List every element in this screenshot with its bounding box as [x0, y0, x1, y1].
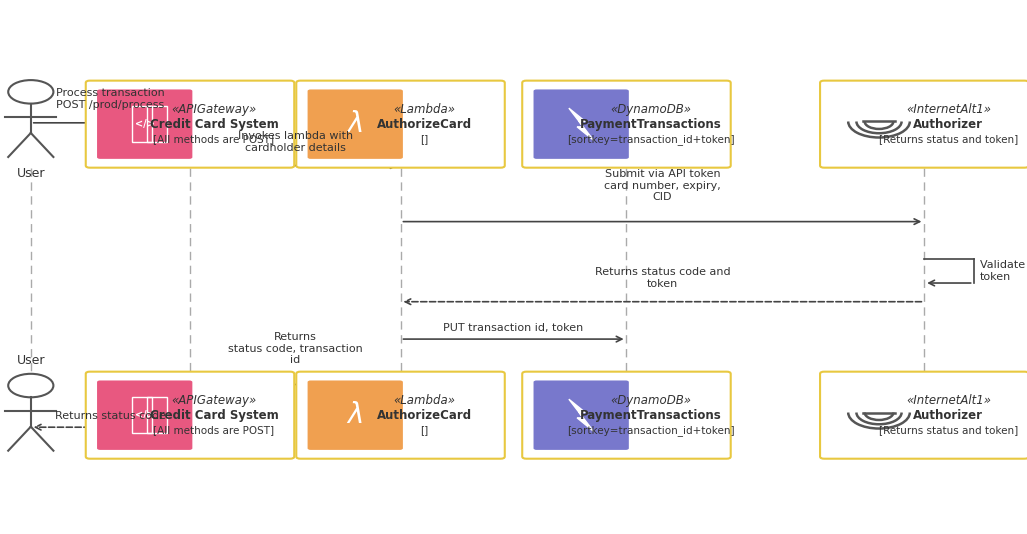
Text: «APIGateway»: «APIGateway» — [172, 394, 257, 407]
Text: []: [] — [420, 134, 428, 144]
Text: Validate and create
token: Validate and create token — [980, 260, 1027, 282]
Text: [sortkey=transaction_id+token]: [sortkey=transaction_id+token] — [567, 425, 734, 436]
FancyBboxPatch shape — [308, 380, 403, 450]
FancyBboxPatch shape — [296, 81, 505, 168]
Text: Invokes lambda with
cardholder details: Invokes lambda with cardholder details — [237, 131, 353, 153]
Text: Authorizer: Authorizer — [913, 409, 983, 422]
FancyBboxPatch shape — [97, 89, 192, 159]
Text: Credit Card System: Credit Card System — [150, 409, 278, 422]
Text: Process transaction
POST /prod/process: Process transaction POST /prod/process — [56, 89, 164, 110]
FancyBboxPatch shape — [97, 380, 192, 450]
Text: User: User — [16, 167, 45, 179]
FancyBboxPatch shape — [820, 81, 1027, 168]
Text: </>: </> — [135, 119, 155, 129]
Text: AuthorizeCard: AuthorizeCard — [377, 117, 472, 131]
Text: User: User — [16, 355, 45, 367]
Bar — [132, 397, 152, 434]
Text: «APIGateway»: «APIGateway» — [172, 103, 257, 116]
Text: [sortkey=transaction_id+token]: [sortkey=transaction_id+token] — [567, 134, 734, 145]
Text: Returns status code and
token: Returns status code and token — [595, 268, 730, 289]
Text: [All methods are POST]: [All methods are POST] — [153, 425, 274, 435]
Text: «Lambda»: «Lambda» — [393, 394, 456, 407]
Text: λ: λ — [347, 110, 364, 138]
Text: Credit Card System: Credit Card System — [150, 117, 278, 131]
FancyBboxPatch shape — [522, 81, 731, 168]
Text: [Returns status and token]: [Returns status and token] — [879, 425, 1018, 435]
Text: [All methods are POST]: [All methods are POST] — [153, 134, 274, 144]
Bar — [148, 397, 167, 434]
Bar — [132, 106, 152, 143]
FancyBboxPatch shape — [85, 372, 295, 459]
FancyBboxPatch shape — [296, 372, 505, 459]
Text: PaymentTransactions: PaymentTransactions — [579, 409, 721, 422]
Text: PUT transaction id, token: PUT transaction id, token — [444, 323, 583, 333]
Polygon shape — [569, 399, 594, 431]
Text: </>: </> — [135, 410, 155, 420]
Text: «DynamoDB»: «DynamoDB» — [610, 394, 691, 407]
FancyBboxPatch shape — [534, 380, 629, 450]
FancyBboxPatch shape — [820, 372, 1027, 459]
FancyBboxPatch shape — [522, 372, 731, 459]
Text: []: [] — [420, 425, 428, 435]
Text: «InternetAlt1»: «InternetAlt1» — [906, 103, 991, 116]
Text: [Returns status and token]: [Returns status and token] — [879, 134, 1018, 144]
FancyBboxPatch shape — [308, 89, 403, 159]
Text: «DynamoDB»: «DynamoDB» — [610, 103, 691, 116]
Text: λ: λ — [347, 401, 364, 429]
Text: «InternetAlt1»: «InternetAlt1» — [906, 394, 991, 407]
Text: PaymentTransactions: PaymentTransactions — [579, 117, 721, 131]
Text: Returns status code: Returns status code — [54, 411, 166, 421]
Bar — [148, 106, 167, 143]
Polygon shape — [569, 108, 594, 140]
Text: Authorizer: Authorizer — [913, 117, 983, 131]
Text: «Lambda»: «Lambda» — [393, 103, 456, 116]
Text: AuthorizeCard: AuthorizeCard — [377, 409, 472, 422]
FancyBboxPatch shape — [534, 89, 629, 159]
Text: Returns
status code, transaction
id: Returns status code, transaction id — [228, 332, 363, 365]
FancyBboxPatch shape — [85, 81, 295, 168]
Text: Submit via API token
card number, expiry,
CID: Submit via API token card number, expiry… — [604, 169, 721, 202]
